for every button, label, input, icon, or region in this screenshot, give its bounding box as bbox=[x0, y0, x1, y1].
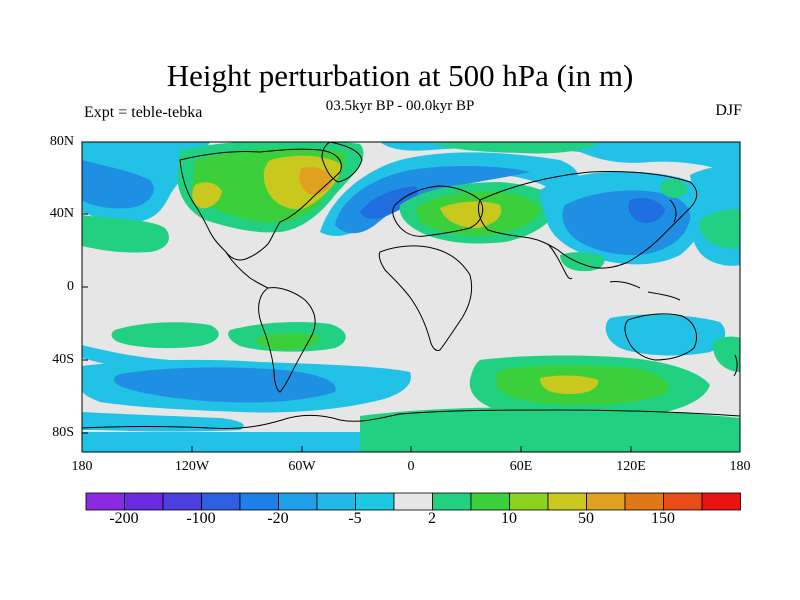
coast-greenland bbox=[321, 142, 363, 183]
colorbar-swatch bbox=[624, 492, 664, 511]
lon-label-60e: 60E bbox=[509, 459, 533, 474]
green-region-south-asia bbox=[560, 252, 605, 272]
colorbar-swatch bbox=[85, 492, 125, 511]
coast-europe bbox=[392, 185, 484, 237]
green-region-south-pacific-1 bbox=[111, 322, 219, 349]
axis-ticks bbox=[81, 141, 741, 452]
coast-south-america bbox=[258, 287, 316, 393]
green-region-arctic bbox=[430, 142, 600, 154]
green-region-south-pacific-east bbox=[712, 336, 740, 372]
blue-region-north-pacific bbox=[82, 160, 154, 209]
lat-label-80s: 80S bbox=[52, 425, 74, 440]
colorbar-label: 50 bbox=[578, 510, 594, 527]
map-title: Height perturbation at 500 hPa (in m) bbox=[166, 58, 634, 93]
deep-blue-region-japan bbox=[628, 198, 665, 224]
colorbar-label: -200 bbox=[109, 510, 139, 527]
colorbar-swatch bbox=[316, 492, 356, 511]
coast-southeast-asia bbox=[609, 281, 681, 301]
yellow-region-west-canada bbox=[192, 182, 222, 209]
colorbar-swatch bbox=[239, 492, 279, 511]
lon-label-180e: 180 bbox=[729, 459, 751, 474]
colorbar-swatch bbox=[701, 492, 741, 511]
colorbar-swatch bbox=[432, 492, 472, 511]
colorbar-swatch bbox=[393, 492, 433, 511]
lime-region-south-pacific bbox=[255, 333, 320, 350]
deep-blue-region-atlantic bbox=[360, 186, 419, 219]
colorbar-swatch bbox=[162, 492, 202, 511]
green-region-east-pacific bbox=[699, 209, 740, 249]
colorbar-swatch bbox=[278, 492, 318, 511]
map-subtitle: 03.5kyr BP - 00.0kyr BP bbox=[325, 98, 475, 114]
coast-australia bbox=[624, 313, 697, 361]
coast-india bbox=[547, 243, 573, 280]
colorbar-swatch bbox=[547, 492, 587, 511]
coast-new-zealand bbox=[733, 354, 738, 377]
coast-antarctica bbox=[82, 409, 740, 429]
lat-label-40n: 40N bbox=[49, 206, 74, 221]
yellow-region-middle-east bbox=[440, 201, 502, 228]
lon-label-0: 0 bbox=[407, 459, 415, 474]
lon-label-180w: 180 bbox=[71, 459, 93, 474]
colorbar-label: 150 bbox=[651, 510, 675, 527]
colorbar-swatch bbox=[586, 492, 626, 511]
colorbar-swatch bbox=[509, 492, 549, 511]
coast-africa bbox=[378, 245, 473, 351]
lat-label-40s: 40S bbox=[52, 352, 74, 367]
map-field bbox=[82, 142, 740, 452]
lon-label-120w: 120W bbox=[174, 459, 210, 474]
green-region-northwest-pacific bbox=[659, 179, 688, 198]
coast-north-america bbox=[179, 148, 342, 261]
colorbar-label: 10 bbox=[501, 510, 517, 527]
season-label: DJF bbox=[715, 102, 742, 119]
colorbar-swatch bbox=[201, 492, 241, 511]
experiment-label: Expt = teble-tebka bbox=[84, 104, 203, 121]
colorbar-swatch bbox=[663, 492, 703, 511]
colorbar-swatch bbox=[470, 492, 510, 511]
cyan-region-antarctic-east bbox=[82, 432, 360, 452]
yellow-region-south-indian bbox=[540, 375, 599, 394]
coastlines bbox=[82, 142, 740, 429]
coast-central-america bbox=[225, 251, 269, 289]
colorbar-swatch bbox=[124, 492, 164, 511]
coast-asia bbox=[477, 170, 698, 269]
lat-label-0: 0 bbox=[67, 279, 74, 294]
colorbar-label: 2 bbox=[428, 510, 436, 527]
cyan-region-arctic bbox=[380, 142, 740, 175]
lon-label-60w: 60W bbox=[288, 459, 316, 474]
colorbar-label: -20 bbox=[267, 510, 289, 527]
lon-label-120e: 120E bbox=[616, 459, 646, 474]
coast-japan bbox=[669, 199, 677, 223]
colorbar-swatch bbox=[355, 492, 395, 511]
lat-label-80n: 80N bbox=[49, 134, 74, 149]
colorbar-label: -100 bbox=[186, 510, 216, 527]
green-region-north-pacific bbox=[82, 215, 170, 253]
blue-region-southern-ocean bbox=[114, 367, 336, 403]
green-region-antarctic-east bbox=[360, 407, 740, 452]
colorbar-label: -5 bbox=[348, 510, 362, 527]
